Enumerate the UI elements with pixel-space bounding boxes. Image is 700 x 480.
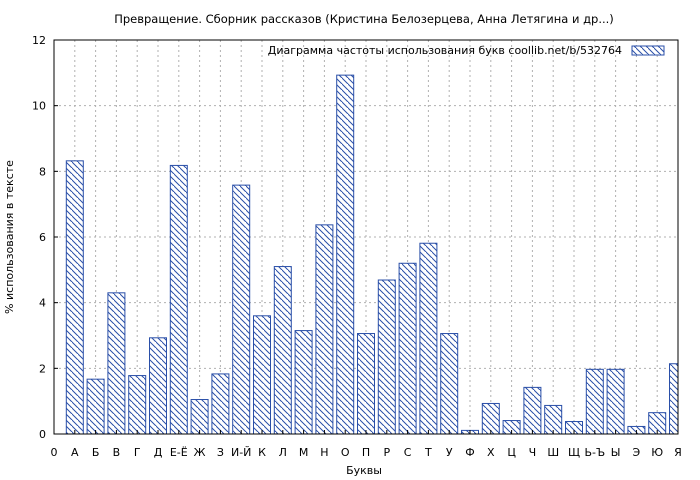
x-ticks: 0 А Б В Г Д Е-Ё Ж З И-Й К Л М Н О П Р С Т У Ф Х Ц Ч Ш Щ Ь-Ъ Ы Э Ю Я	[51, 430, 682, 459]
x-tick-label: И-Й	[231, 446, 251, 459]
x-axis-label: Буквы	[346, 464, 382, 477]
bars	[65, 74, 679, 435]
bar-Ж	[190, 399, 209, 435]
x-tick-label: С	[404, 446, 412, 459]
bar-Ы	[606, 368, 625, 435]
bar-С	[398, 262, 417, 435]
x-tick-label: Ю	[651, 446, 663, 459]
x-tick-label: К	[258, 446, 266, 459]
x-tick-label: Б	[92, 446, 100, 459]
x-tick-label: М	[299, 446, 309, 459]
bar-З	[211, 373, 230, 435]
x-tick-label: З	[217, 446, 224, 459]
x-tick-label: Д	[154, 446, 163, 459]
bar-У	[440, 333, 459, 435]
bar-В	[107, 292, 126, 435]
x-tick-label: Я	[674, 446, 682, 459]
bar-О	[336, 74, 355, 435]
y-tick-label: 2	[39, 362, 46, 375]
plot-frame	[53, 39, 679, 435]
x-tick-label: Ф	[465, 446, 474, 459]
x-tick-label: Т	[424, 446, 432, 459]
bar-Ч	[523, 386, 542, 435]
y-tick-label: 12	[32, 34, 46, 47]
bar-Н	[315, 224, 334, 435]
y-axis-label: % использования в тексте	[3, 160, 16, 314]
x-tick-label: Е-Ё	[170, 446, 188, 459]
bar-Я	[669, 363, 679, 435]
bar-Д	[149, 337, 167, 435]
x-tick-label: 0	[51, 446, 58, 459]
bar-М	[294, 330, 313, 435]
x-tick-label: П	[362, 446, 370, 459]
x-tick-label: Ж	[194, 446, 206, 459]
bar-Ш	[544, 404, 563, 435]
bar-К	[253, 315, 271, 435]
x-tick-label: А	[71, 446, 79, 459]
legend: Диаграмма частоты использования букв coo…	[268, 44, 665, 57]
x-tick-label: Р	[383, 446, 390, 459]
y-tick-label: 10	[32, 100, 46, 113]
bar-Б	[86, 378, 105, 435]
x-tick-label: Щ	[568, 446, 580, 459]
x-tick-label: В	[113, 446, 121, 459]
bar-П	[357, 333, 375, 435]
bar-Т	[419, 242, 438, 435]
chart-title: Превращение. Сборник рассказов (Кристина…	[114, 12, 614, 26]
y-ticks: 0 2 4 6 8 10 12	[32, 34, 58, 441]
bar-Р	[377, 279, 396, 435]
x-tick-label: Ь-Ъ	[584, 446, 605, 459]
legend-swatch	[631, 45, 665, 56]
x-tick-label: Ц	[507, 446, 516, 459]
bar-Е-Ё	[169, 164, 188, 435]
x-tick-label: Ш	[547, 446, 559, 459]
x-tick-label: Э	[633, 446, 641, 459]
bar-И-Й	[232, 184, 251, 435]
legend-label: Диаграмма частоты использования букв coo…	[268, 44, 622, 57]
x-tick-label: Х	[487, 446, 495, 459]
y-tick-label: 4	[39, 297, 46, 310]
x-tick-label: Г	[134, 446, 141, 459]
bar-А	[65, 160, 84, 435]
x-tick-label: Ч	[529, 446, 537, 459]
x-tick-label: Н	[320, 446, 328, 459]
x-tick-label: Л	[279, 446, 287, 459]
y-tick-label: 6	[39, 231, 46, 244]
x-tick-label: У	[446, 446, 453, 459]
y-tick-label: 0	[39, 428, 46, 441]
x-tick-label: Ы	[611, 446, 621, 459]
x-tick-label: О	[341, 446, 350, 459]
y-tick-label: 8	[39, 165, 46, 178]
bar-Л	[273, 266, 292, 435]
bar-Г	[128, 375, 147, 435]
bar-Ь-Ъ	[585, 368, 604, 435]
bar-Х	[481, 402, 500, 435]
